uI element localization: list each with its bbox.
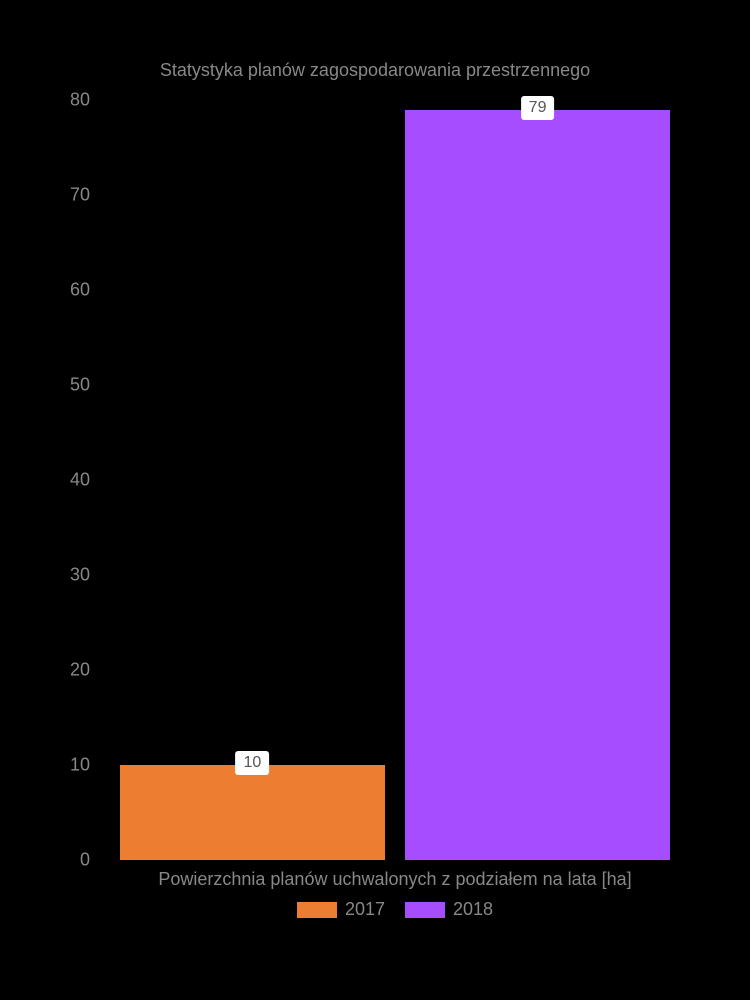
y-axis: 01020304050607080 — [40, 100, 100, 860]
x-axis-label: Powierzchnia planów uchwalonych z podzia… — [100, 869, 690, 890]
chart-container: Statystyka planów zagospodarowania przes… — [40, 60, 710, 920]
value-label-2018: 79 — [521, 96, 555, 120]
y-tick: 10 — [70, 755, 90, 776]
legend: 2017 2018 — [100, 899, 690, 920]
legend-swatch — [297, 902, 337, 918]
y-tick: 20 — [70, 660, 90, 681]
legend-text: 2017 — [345, 899, 385, 920]
legend-item-2017: 2017 — [297, 899, 385, 920]
value-label-2017: 10 — [236, 751, 270, 775]
bar-2018: 79 — [405, 110, 671, 861]
legend-swatch — [405, 902, 445, 918]
y-tick: 0 — [80, 850, 90, 871]
y-tick: 80 — [70, 90, 90, 111]
y-tick: 40 — [70, 470, 90, 491]
chart-title: Statystyka planów zagospodarowania przes… — [40, 60, 710, 81]
y-tick: 60 — [70, 280, 90, 301]
y-tick: 30 — [70, 565, 90, 586]
legend-item-2018: 2018 — [405, 899, 493, 920]
legend-text: 2018 — [453, 899, 493, 920]
plot-area: 1079 — [100, 100, 690, 860]
y-tick: 50 — [70, 375, 90, 396]
bar-2017: 10 — [120, 765, 386, 860]
y-tick: 70 — [70, 185, 90, 206]
